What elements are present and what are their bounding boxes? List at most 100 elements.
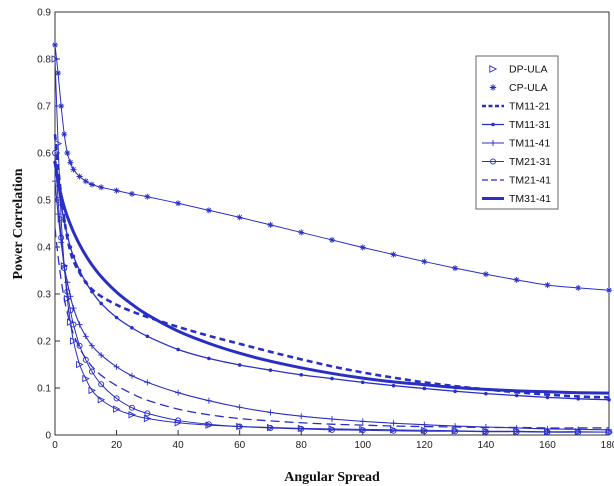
legend-marker <box>489 84 497 91</box>
legend-item: DP-ULA <box>489 64 548 76</box>
data-point <box>298 425 305 432</box>
data-point <box>128 372 135 379</box>
legend-label: TM21-31 <box>509 156 551 168</box>
data-point <box>62 219 67 223</box>
data-point <box>236 423 243 430</box>
data-point <box>421 258 428 265</box>
data-point <box>130 326 134 330</box>
data-point <box>236 404 243 411</box>
data-point <box>514 393 519 398</box>
legend-label: TM11-31 <box>509 119 550 131</box>
data-point <box>97 396 106 404</box>
data-point <box>52 41 58 48</box>
data-point <box>421 428 428 435</box>
data-point <box>113 405 121 413</box>
legend-label: TM31-41 <box>509 193 551 205</box>
data-point <box>205 207 212 214</box>
data-point <box>205 397 212 404</box>
y-tick-label: 0.5 <box>37 196 51 207</box>
y-tick-label: 0.2 <box>37 337 51 348</box>
y-tick-label: 0.9 <box>37 8 51 19</box>
data-point <box>98 184 105 191</box>
x-tick-label: 100 <box>354 440 371 451</box>
data-point <box>452 423 459 430</box>
legend-marker <box>490 140 496 146</box>
data-point <box>205 421 212 428</box>
data-point <box>55 196 62 203</box>
data-point <box>88 368 95 375</box>
data-point <box>267 409 274 416</box>
data-point <box>98 352 105 359</box>
data-point <box>484 391 488 396</box>
data-point <box>330 376 334 381</box>
data-point <box>298 229 305 236</box>
data-point <box>359 418 366 425</box>
data-point <box>70 166 77 173</box>
data-point <box>452 265 459 272</box>
data-point <box>575 284 582 291</box>
data-point <box>52 149 59 156</box>
x-axis-label: Angular Spread <box>284 470 380 485</box>
data-point <box>128 190 135 197</box>
series-tm21-41 <box>54 228 609 429</box>
data-point <box>576 397 581 401</box>
legend-item: TM21-31 <box>482 156 551 168</box>
data-point <box>88 181 95 188</box>
series-line <box>53 162 610 395</box>
data-point <box>145 334 150 339</box>
data-point <box>513 276 520 283</box>
data-point <box>76 321 83 328</box>
legend-item: TM11-31 <box>482 119 550 131</box>
legend-marker <box>491 122 495 127</box>
data-point <box>113 363 120 370</box>
series-line <box>54 228 609 429</box>
data-point <box>544 425 551 432</box>
data-point <box>76 342 83 349</box>
series-tm21-31 <box>52 149 613 436</box>
data-point <box>71 254 76 259</box>
data-point <box>61 265 68 272</box>
data-point <box>176 347 180 352</box>
data-point <box>421 421 428 428</box>
data-point <box>70 321 77 328</box>
x-tick-label: 80 <box>296 440 308 451</box>
data-point <box>144 410 151 417</box>
axis-ticks: 0 20 40 60 80 100 120 140 160 180 0 0.1 0.2 0.3 0.4 0.5… <box>37 8 614 452</box>
x-tick-label: 160 <box>539 440 556 451</box>
data-point <box>329 416 335 423</box>
x-tick-label: 40 <box>173 440 185 451</box>
y-tick-label: 0.1 <box>37 384 51 395</box>
data-point <box>88 342 95 349</box>
data-point <box>64 279 71 286</box>
series-tm31-41 <box>53 162 610 395</box>
data-point <box>76 360 84 369</box>
data-point <box>64 150 71 156</box>
data-point <box>544 429 551 436</box>
data-point <box>299 373 304 377</box>
data-point <box>113 187 120 194</box>
legend-label: CP-ULA <box>509 82 548 94</box>
data-point <box>175 389 182 396</box>
data-point <box>128 404 135 411</box>
legend-marker <box>490 158 497 165</box>
data-point <box>114 315 119 320</box>
data-point <box>359 427 366 434</box>
data-point <box>359 244 366 251</box>
data-point <box>82 178 89 185</box>
data-point <box>64 288 71 295</box>
data-point <box>143 414 152 423</box>
data-point <box>55 70 62 77</box>
y-tick-label: 0 <box>45 431 51 442</box>
data-point <box>58 103 65 109</box>
data-point <box>174 419 183 427</box>
data-point <box>90 289 94 294</box>
data-point <box>544 282 551 289</box>
legend-item: TM31-41 <box>482 193 551 205</box>
data-point <box>144 379 151 386</box>
data-point <box>175 200 182 207</box>
legend-label: TM21-41 <box>509 175 551 187</box>
y-tick-label: 0.7 <box>37 102 51 113</box>
data-point <box>482 428 489 435</box>
legend-label: DP-ULA <box>509 64 548 76</box>
